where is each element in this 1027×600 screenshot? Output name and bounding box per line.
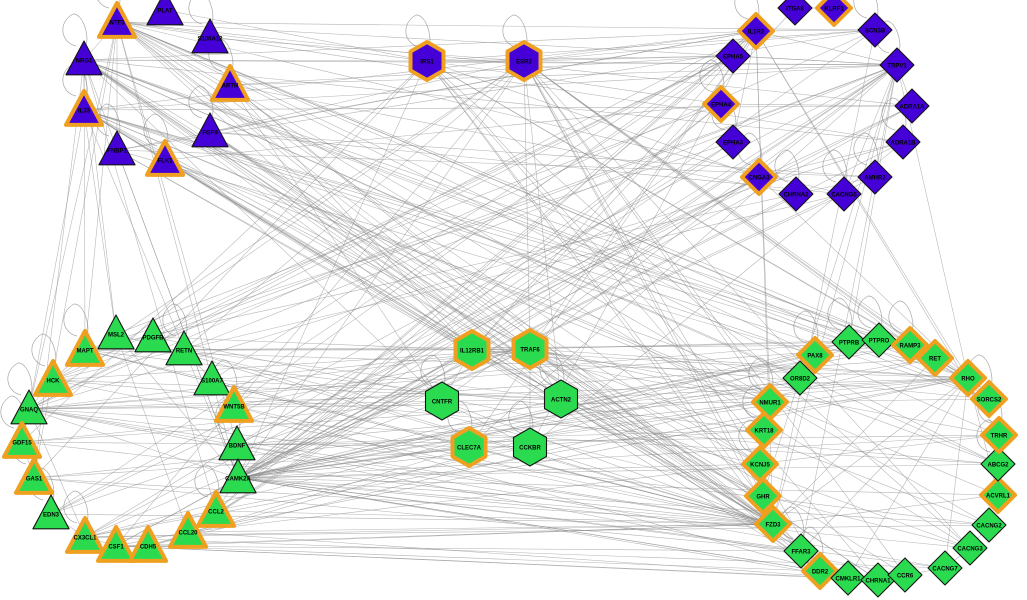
svg-text:ADRA1B: ADRA1B	[890, 141, 916, 147]
svg-text:CACNG3: CACNG3	[957, 547, 983, 553]
svg-text:CSF1: CSF1	[108, 545, 124, 551]
svg-text:RAMP3: RAMP3	[899, 344, 921, 350]
svg-text:CNGA3: CNGA3	[748, 176, 770, 182]
svg-text:SCN3B: SCN3B	[865, 29, 886, 35]
svg-text:NTF3: NTF3	[110, 21, 126, 27]
svg-text:TRPV1: TRPV1	[887, 64, 907, 70]
svg-text:TRAF6: TRAF6	[520, 348, 540, 354]
svg-text:GDF15: GDF15	[12, 441, 32, 447]
svg-text:CCKBR: CCKBR	[519, 446, 541, 452]
svg-text:CHRNA1: CHRNA1	[865, 579, 891, 585]
svg-text:HCK: HCK	[47, 379, 61, 385]
svg-text:CX3CL1: CX3CL1	[73, 536, 97, 542]
svg-text:IL1R2: IL1R2	[748, 30, 765, 36]
svg-text:IRS1: IRS1	[420, 60, 434, 66]
svg-text:FGF9: FGF9	[202, 131, 218, 137]
svg-text:CDH5: CDH5	[140, 545, 157, 551]
svg-text:FLK1: FLK1	[158, 159, 174, 165]
svg-text:CNTFR: CNTFR	[432, 400, 453, 406]
svg-text:GAS1: GAS1	[26, 477, 43, 483]
svg-text:RETN: RETN	[176, 349, 192, 355]
svg-text:CAMK2A: CAMK2A	[225, 477, 251, 483]
svg-text:ESR2: ESR2	[516, 60, 532, 66]
svg-text:FZD3: FZD3	[766, 523, 782, 529]
svg-text:OR8D2: OR8D2	[790, 377, 811, 383]
svg-text:ARTN: ARTN	[222, 84, 239, 90]
svg-text:CCL20: CCL20	[178, 531, 198, 537]
svg-text:PTPRB: PTPRB	[839, 341, 860, 347]
svg-text:CACNG5: CACNG5	[831, 193, 857, 199]
svg-text:CHRNA3: CHRNA3	[783, 193, 809, 199]
svg-text:EPHA3: EPHA3	[723, 141, 744, 147]
svg-text:ABCG2: ABCG2	[987, 463, 1009, 469]
svg-text:S100A7: S100A7	[201, 379, 223, 385]
svg-text:NRG1: NRG1	[76, 59, 93, 65]
svg-text:EPHA5: EPHA5	[723, 55, 744, 61]
svg-text:GNAQ: GNAQ	[20, 408, 38, 414]
svg-text:PAX8: PAX8	[807, 354, 823, 360]
svg-text:ITGA8: ITGA8	[786, 7, 804, 13]
svg-text:GHR: GHR	[756, 495, 770, 501]
svg-text:MSL2: MSL2	[108, 333, 125, 339]
svg-text:FNBP1: FNBP1	[107, 149, 127, 155]
svg-text:FFAR3: FFAR3	[791, 550, 811, 556]
svg-text:RET: RET	[929, 357, 941, 363]
svg-text:PTPRO: PTPRO	[869, 339, 890, 345]
svg-text:DDR2: DDR2	[812, 570, 829, 576]
svg-text:KRT18: KRT18	[754, 429, 774, 435]
svg-text:S100A12: S100A12	[197, 37, 223, 43]
svg-text:TRHR: TRHR	[991, 434, 1008, 440]
svg-text:CCR6: CCR6	[897, 574, 914, 580]
svg-text:PLAT: PLAT	[157, 9, 173, 15]
svg-text:NMUR1: NMUR1	[759, 401, 781, 407]
svg-text:CMKLR1: CMKLR1	[836, 577, 862, 583]
svg-text:WNT5B: WNT5B	[223, 405, 245, 411]
svg-text:IL12RB1: IL12RB1	[460, 349, 485, 355]
svg-text:KCNJ5: KCNJ5	[750, 463, 770, 469]
svg-text:SORCS2: SORCS2	[977, 398, 1002, 404]
svg-text:CCL2: CCL2	[208, 510, 224, 516]
svg-text:KLRF1: KLRF1	[824, 7, 844, 13]
svg-text:IL33: IL33	[78, 109, 91, 115]
svg-text:MAPT: MAPT	[77, 349, 94, 355]
svg-text:RHO: RHO	[961, 377, 975, 383]
svg-text:EPHA4: EPHA4	[711, 103, 732, 109]
svg-text:CACNG7: CACNG7	[932, 567, 958, 573]
svg-text:EDN3: EDN3	[43, 513, 60, 519]
svg-text:ACTN2: ACTN2	[551, 398, 572, 404]
svg-text:CACNG2: CACNG2	[976, 524, 1002, 530]
svg-text:AMHR2: AMHR2	[864, 176, 886, 182]
svg-text:ACVRL1: ACVRL1	[986, 494, 1011, 500]
svg-text:PDGFB: PDGFB	[143, 336, 165, 342]
svg-text:ADRA1A: ADRA1A	[899, 105, 925, 111]
svg-text:CLEC7A: CLEC7A	[457, 446, 482, 452]
svg-text:BDNF: BDNF	[229, 444, 246, 450]
